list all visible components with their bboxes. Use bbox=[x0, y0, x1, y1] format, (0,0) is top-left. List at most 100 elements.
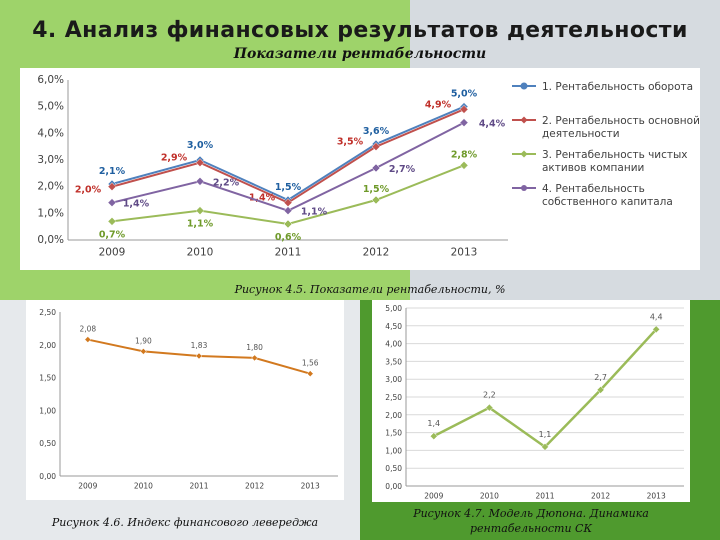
y-tick-label: 3,00 bbox=[385, 375, 402, 384]
data-point bbox=[541, 442, 549, 451]
figure-4-6-caption: Рисунок 4.6. Индекс финансового левередж… bbox=[51, 516, 319, 529]
data-label: 3,6% bbox=[363, 126, 390, 137]
x-tick-label: 2013 bbox=[301, 482, 320, 491]
data-point bbox=[459, 160, 469, 170]
y-tick-label: 0,50 bbox=[385, 464, 402, 473]
x-tick-label: 2013 bbox=[647, 492, 666, 501]
x-tick-label: 2009 bbox=[424, 492, 443, 501]
data-label: 4,9% bbox=[425, 99, 452, 110]
data-label: 1,5% bbox=[363, 184, 390, 195]
x-tick-label: 2011 bbox=[535, 492, 554, 501]
y-tick-label: 2,00 bbox=[39, 341, 56, 350]
y-tick-label: 4,00 bbox=[385, 340, 402, 349]
data-point bbox=[107, 198, 117, 208]
data-label: 2,1% bbox=[99, 166, 126, 177]
legend-marker bbox=[520, 150, 528, 158]
slide-subtitle: Показатели рентабельности bbox=[233, 46, 487, 62]
data-point bbox=[195, 352, 203, 360]
y-tick-label: 5,0% bbox=[37, 101, 64, 113]
data-label: 1,4% bbox=[123, 199, 150, 210]
data-point bbox=[195, 206, 205, 216]
y-tick-label: 1,00 bbox=[385, 446, 402, 455]
y-tick-label: 2,50 bbox=[385, 393, 402, 402]
data-point bbox=[652, 325, 661, 334]
x-tick-label: 2009 bbox=[99, 247, 126, 259]
y-tick-label: 1,50 bbox=[385, 429, 402, 438]
y-tick-label: 3,0% bbox=[37, 154, 64, 166]
data-label: 1,1% bbox=[187, 219, 214, 230]
data-point bbox=[429, 432, 438, 441]
legend-label: 4. Рентабельность bbox=[542, 183, 645, 195]
data-point bbox=[371, 142, 381, 152]
data-point bbox=[195, 176, 205, 186]
y-tick-label: 0,50 bbox=[39, 439, 56, 448]
data-label: 2,2% bbox=[213, 177, 240, 188]
legend-label-cont: собственного капитала bbox=[542, 196, 673, 208]
data-point bbox=[371, 163, 381, 173]
data-label: 1,90 bbox=[135, 336, 152, 345]
x-tick-label: 2012 bbox=[245, 482, 264, 491]
legend-label: 1. Рентабельность оборота bbox=[542, 81, 693, 93]
legend-label: 3. Рентабельность чистых bbox=[542, 149, 688, 161]
data-label: 2,08 bbox=[79, 325, 96, 334]
data-label: 1,4 bbox=[427, 419, 440, 428]
data-point bbox=[371, 195, 381, 205]
data-label: 0,6% bbox=[275, 232, 302, 243]
x-tick-label: 2011 bbox=[189, 482, 208, 491]
leverage-line-chart: 0,00 0,50 1,00 1,50 2,00 2,50 2009 2010 2011 2012… bbox=[39, 308, 338, 491]
x-tick-label: 2010 bbox=[480, 492, 499, 501]
y-tick-label: 2,0% bbox=[37, 181, 64, 193]
dupont-chart-panel: 0,00 0,50 1,00 1,50 2,00 2,50 3,00 3,50 4,00 4,50… bbox=[372, 300, 690, 502]
figure-4-5-caption: Рисунок 4.5. Показатели рентабельности, … bbox=[234, 283, 506, 296]
data-label: 4,4% bbox=[479, 119, 506, 130]
data-label: 5,0% bbox=[451, 89, 478, 100]
y-tick-label: 6,0% bbox=[37, 74, 64, 86]
y-tick-label: 4,50 bbox=[385, 322, 402, 331]
data-point bbox=[84, 336, 92, 343]
x-tick-label: 2010 bbox=[187, 247, 214, 259]
data-point bbox=[140, 348, 147, 355]
y-tick-label: 0,00 bbox=[39, 472, 56, 481]
legend-marker bbox=[520, 116, 528, 124]
data-point bbox=[107, 182, 117, 192]
data-label: 2,8% bbox=[451, 149, 478, 160]
figure-4-7-caption-line2: рентабельности СК bbox=[470, 522, 592, 535]
data-label: 1,1% bbox=[301, 207, 328, 218]
y-tick-label: 1,0% bbox=[37, 207, 64, 219]
data-label: 2,7 bbox=[594, 373, 607, 382]
data-label: 1,4% bbox=[249, 193, 276, 204]
data-point bbox=[306, 370, 314, 378]
data-point bbox=[107, 216, 117, 226]
legend-marker bbox=[520, 82, 528, 90]
y-tick-label: 0,00 bbox=[385, 482, 402, 491]
y-tick-label: 1,50 bbox=[39, 374, 56, 383]
data-point bbox=[283, 206, 293, 216]
y-tick-label: 3,50 bbox=[385, 357, 402, 366]
data-label: 2,0% bbox=[75, 185, 102, 196]
data-label: 0,7% bbox=[99, 229, 126, 240]
legend-marker bbox=[521, 185, 527, 191]
y-tick-label: 0,0% bbox=[37, 234, 64, 246]
data-label: 1,83 bbox=[191, 341, 208, 350]
dupont-line-chart: 0,00 0,50 1,00 1,50 2,00 2,50 3,00 3,50 4,00 4,50… bbox=[385, 304, 684, 501]
data-label: 3,0% bbox=[187, 140, 214, 151]
data-label: 2,9% bbox=[161, 153, 188, 164]
legend-label-cont: деятельности bbox=[542, 128, 620, 140]
x-tick-label: 2011 bbox=[275, 247, 302, 259]
legend-label: 2. Рентабельность основной bbox=[542, 115, 700, 127]
legend-label-cont: активов компании bbox=[542, 162, 644, 174]
data-label: 3,5% bbox=[337, 137, 364, 148]
profitability-line-chart: 0,0% 1,0% 2,0% 3,0% 4,0% 5,0% 6,0% 2009 2010 2011… bbox=[37, 74, 700, 259]
data-point bbox=[251, 354, 258, 362]
data-label: 2,2 bbox=[483, 391, 496, 400]
data-label: 4,4 bbox=[650, 312, 663, 321]
data-point bbox=[485, 403, 494, 412]
y-tick-label: 5,00 bbox=[385, 304, 402, 313]
y-tick-label: 1,00 bbox=[39, 406, 56, 415]
x-tick-label: 2009 bbox=[78, 482, 97, 491]
figure-4-7-caption-line1: Рисунок 4.7. Модель Дюпона. Динамика bbox=[413, 507, 649, 520]
x-tick-label: 2010 bbox=[134, 482, 153, 491]
slide-title: 4. Анализ финансовых результатов деятель… bbox=[32, 18, 688, 43]
leverage-chart-panel: 0,00 0,50 1,00 1,50 2,00 2,50 2009 2010 2011 2012… bbox=[26, 300, 344, 500]
y-tick-label: 4,0% bbox=[37, 127, 64, 139]
